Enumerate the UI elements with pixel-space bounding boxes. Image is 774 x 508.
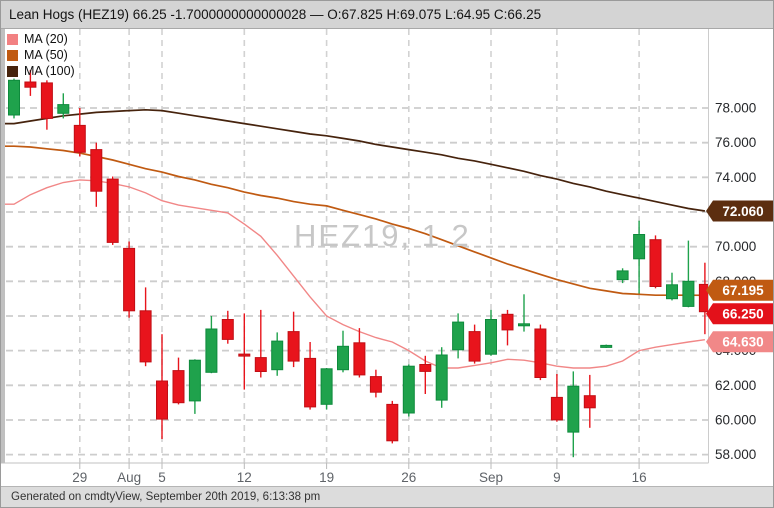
- generated-timestamp: Generated on cmdtyView, September 20th 2…: [11, 491, 321, 503]
- candle-body: [73, 124, 86, 153]
- candle-body: [172, 370, 185, 404]
- candle-body: [139, 310, 152, 363]
- ma-legend: MA (20) MA (50) MA (100): [7, 32, 75, 78]
- candle-body: [123, 247, 136, 312]
- candle-body: [600, 344, 613, 348]
- candle-body: [320, 368, 333, 405]
- candle-body: [353, 342, 366, 376]
- price-badge-label: 72.060: [722, 204, 763, 219]
- candle-body: [633, 234, 646, 260]
- candle-body: [238, 353, 251, 357]
- candle-body: [304, 357, 317, 408]
- candle-body: [271, 340, 284, 371]
- candle-body: [106, 178, 119, 243]
- legend-item-ma-50: MA (50): [7, 48, 75, 62]
- x-tick-label: 5: [158, 470, 166, 485]
- candle-body: [518, 323, 530, 327]
- price-badge-MA (100): [706, 200, 773, 222]
- y-tick-label: 74.000: [715, 170, 756, 185]
- y-tick-label: 58.000: [715, 447, 756, 462]
- candle-body: [156, 380, 168, 420]
- candle-body: [649, 239, 662, 287]
- price-badges: 72.060 67.195 66.250 64.630: [706, 200, 773, 353]
- candle-body: [402, 365, 415, 414]
- x-tick-label: 16: [632, 470, 647, 485]
- x-tick-label: 26: [401, 470, 416, 485]
- ma-100-swatch: [7, 65, 18, 77]
- x-tick-label: 29: [72, 470, 87, 485]
- ma-20-swatch: [7, 33, 18, 45]
- x-tick-label: Sep: [479, 470, 503, 485]
- price-badge-last-price: [706, 303, 773, 325]
- candle-body: [90, 149, 103, 192]
- legend-item-ma-20: MA (20): [7, 32, 75, 46]
- candle-body: [287, 331, 300, 362]
- legend-label: MA (20): [24, 32, 68, 46]
- ma-50-line: [5, 145, 705, 297]
- candle-body: [550, 396, 563, 421]
- x-axis-ticks: [79, 463, 640, 469]
- x-tick-label: 19: [319, 470, 334, 485]
- y-tick-label: 60.000: [715, 413, 756, 428]
- candle-body: [254, 357, 267, 373]
- ma-50-swatch: [7, 49, 18, 61]
- legend-label: MA (50): [24, 48, 68, 62]
- price-badge-label: 67.195: [722, 283, 764, 298]
- title-bar: Lean Hogs (HEZ19) 66.25 -1.7000000000000…: [1, 1, 773, 29]
- price-badge-MA (50): [706, 279, 773, 301]
- candle-body: [682, 280, 695, 307]
- legend-item-ma-100: MA (100): [7, 64, 75, 78]
- legend-label: MA (100): [24, 64, 75, 78]
- candle-body: [567, 385, 580, 433]
- candle-body: [534, 328, 547, 378]
- candle-body: [419, 364, 432, 372]
- candle-body: [40, 82, 53, 119]
- candlestick-chart-svg[interactable]: 29 Aug 5 12 19 26 Sep 9 16 78.000 76.000 74.000 72.0…: [1, 29, 774, 488]
- candle-body: [616, 270, 629, 281]
- candle-body: [452, 321, 465, 351]
- candle-body: [221, 319, 234, 340]
- candle-body: [57, 104, 70, 114]
- x-tick-label: Aug: [117, 470, 141, 485]
- footer-bar: Generated on cmdtyView, September 20th 2…: [1, 486, 773, 507]
- instrument-title: Lean Hogs (HEZ19) 66.25 -1.7000000000000…: [9, 7, 542, 22]
- price-badge-label: 64.630: [722, 335, 763, 350]
- x-tick-label: 12: [237, 470, 252, 485]
- left-edge-strip: [1, 29, 5, 463]
- candle-body: [386, 403, 399, 442]
- y-tick-label: 76.000: [715, 135, 756, 150]
- candle-body: [24, 81, 37, 88]
- candle-body: [501, 313, 514, 331]
- candle-body: [485, 319, 497, 355]
- candlestick-chart[interactable]: 29 Aug 5 12 19 26 Sep 9 16 78.000 76.000 74.000 72.0…: [1, 29, 774, 488]
- candles-group: [8, 69, 711, 458]
- y-axis-panel: [709, 29, 773, 488]
- candle-body: [205, 328, 218, 373]
- y-tick-label: 62.000: [715, 378, 756, 393]
- candle-body: [369, 376, 382, 393]
- candle-body: [666, 284, 678, 300]
- candle-body: [188, 359, 201, 402]
- y-tick-label: 78.000: [715, 101, 756, 116]
- candle-body: [435, 354, 448, 401]
- candle-body: [583, 395, 596, 409]
- price-badge-label: 66.250: [722, 307, 763, 322]
- candle-body: [468, 331, 481, 362]
- x-axis-labels: 29 Aug 5 12 19 26 Sep 9 16: [72, 470, 646, 485]
- y-tick-label: 70.000: [715, 239, 756, 254]
- candle-body: [337, 345, 349, 371]
- chart-region: 29 Aug 5 12 19 26 Sep 9 16 78.000 76.000 74.000 72.0…: [1, 29, 774, 488]
- x-tick-label: 9: [553, 470, 561, 485]
- ma-100-line: [5, 108, 706, 212]
- price-badge-MA (20): [706, 331, 773, 353]
- candle-body: [8, 79, 20, 116]
